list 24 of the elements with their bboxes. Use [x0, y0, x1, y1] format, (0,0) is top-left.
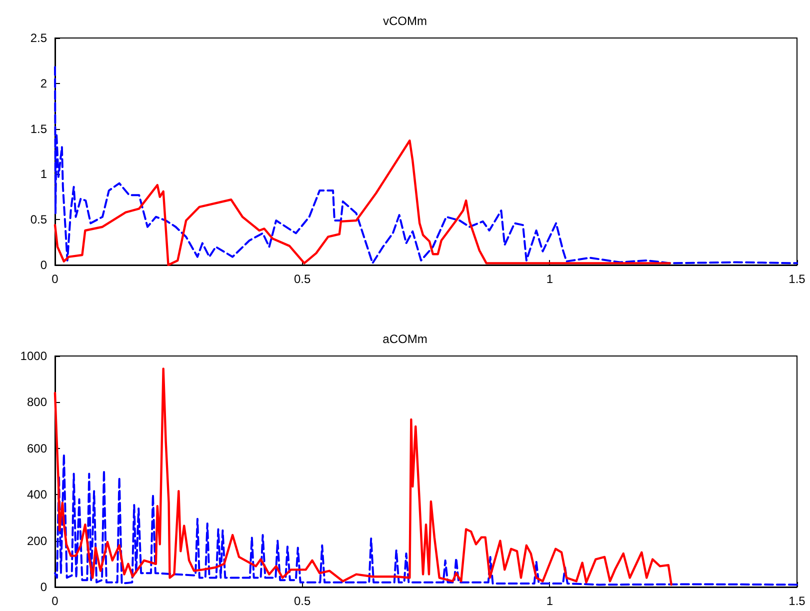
y-tick-label: 200 [26, 534, 48, 548]
y-tick-label: 1.5 [30, 122, 48, 136]
line-series [54, 140, 671, 266]
x-tick-label: 1 [546, 272, 554, 286]
y-tick-label: 400 [26, 488, 48, 502]
y-tick-label: 600 [26, 441, 48, 456]
x-tick-label: 0 [52, 594, 59, 608]
x-tick-label: 0 [52, 272, 59, 286]
chart-title: vCOMm [383, 14, 427, 28]
y-tick-label: 1000 [20, 349, 48, 363]
x-tick-label: 1.5 [788, 594, 806, 608]
y-tick-label: 800 [26, 395, 48, 410]
y-tick-label: 2.5 [30, 31, 48, 45]
y-tick-label: 2 [40, 76, 48, 90]
chart-title: aCOMm [382, 332, 428, 346]
x-tick-label: 1 [546, 594, 554, 608]
line-series [54, 368, 672, 586]
y-tick-label: 0.5 [30, 212, 48, 227]
y-tick-label: 0 [40, 580, 48, 594]
x-tick-label: 0.5 [294, 594, 311, 608]
x-tick-label: 0.5 [294, 272, 311, 286]
x-tick-label: 1.5 [788, 272, 806, 286]
y-tick-label: 1 [40, 167, 48, 182]
y-tick-label: 0 [40, 258, 48, 272]
